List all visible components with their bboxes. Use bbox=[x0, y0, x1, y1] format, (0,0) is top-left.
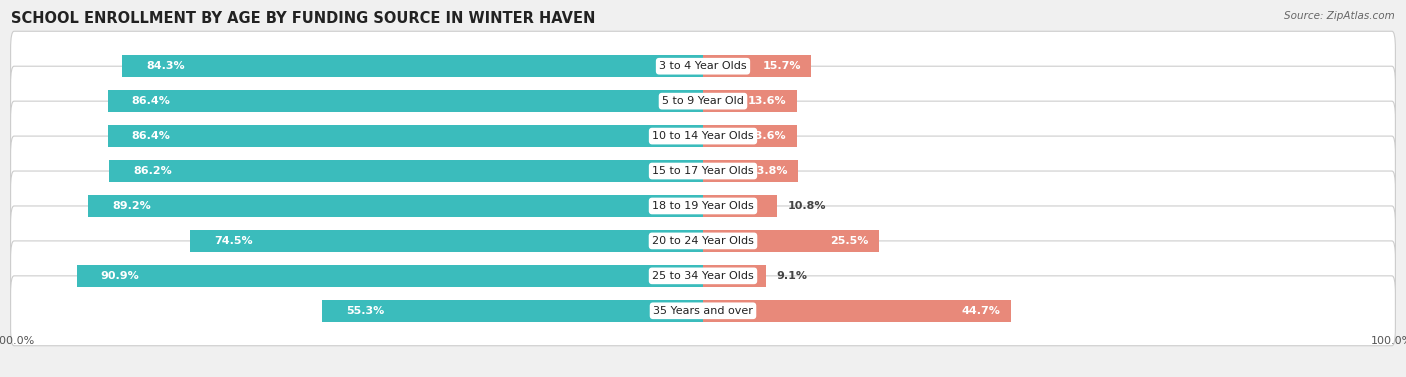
Bar bbox=[703, 90, 797, 112]
Bar bbox=[77, 265, 703, 287]
Bar bbox=[108, 125, 703, 147]
Text: 25 to 34 Year Olds: 25 to 34 Year Olds bbox=[652, 271, 754, 281]
Text: 89.2%: 89.2% bbox=[112, 201, 152, 211]
Text: 5 to 9 Year Old: 5 to 9 Year Old bbox=[662, 96, 744, 106]
Text: 55.3%: 55.3% bbox=[346, 306, 384, 316]
Bar bbox=[190, 230, 703, 252]
Text: 3 to 4 Year Olds: 3 to 4 Year Olds bbox=[659, 61, 747, 71]
Text: 86.4%: 86.4% bbox=[132, 131, 170, 141]
Bar bbox=[703, 160, 799, 182]
Bar bbox=[703, 300, 1011, 322]
FancyBboxPatch shape bbox=[11, 206, 1395, 276]
FancyBboxPatch shape bbox=[11, 66, 1395, 136]
Text: 13.6%: 13.6% bbox=[748, 131, 786, 141]
Bar bbox=[122, 55, 703, 77]
Text: 10 to 14 Year Olds: 10 to 14 Year Olds bbox=[652, 131, 754, 141]
Text: 18 to 19 Year Olds: 18 to 19 Year Olds bbox=[652, 201, 754, 211]
Text: SCHOOL ENROLLMENT BY AGE BY FUNDING SOURCE IN WINTER HAVEN: SCHOOL ENROLLMENT BY AGE BY FUNDING SOUR… bbox=[11, 11, 596, 26]
Bar bbox=[108, 90, 703, 112]
Text: 86.2%: 86.2% bbox=[134, 166, 172, 176]
FancyBboxPatch shape bbox=[11, 276, 1395, 346]
Text: 20 to 24 Year Olds: 20 to 24 Year Olds bbox=[652, 236, 754, 246]
Text: 90.9%: 90.9% bbox=[101, 271, 139, 281]
Text: 86.4%: 86.4% bbox=[132, 96, 170, 106]
Bar bbox=[89, 195, 703, 217]
Text: 15.7%: 15.7% bbox=[762, 61, 801, 71]
Text: 10.8%: 10.8% bbox=[787, 201, 827, 211]
Bar bbox=[110, 160, 703, 182]
FancyBboxPatch shape bbox=[11, 241, 1395, 311]
Text: 44.7%: 44.7% bbox=[962, 306, 1001, 316]
Text: 84.3%: 84.3% bbox=[146, 61, 186, 71]
Text: 9.1%: 9.1% bbox=[776, 271, 807, 281]
FancyBboxPatch shape bbox=[11, 31, 1395, 101]
FancyBboxPatch shape bbox=[11, 136, 1395, 206]
FancyBboxPatch shape bbox=[11, 101, 1395, 171]
Text: 15 to 17 Year Olds: 15 to 17 Year Olds bbox=[652, 166, 754, 176]
Bar bbox=[703, 230, 879, 252]
Text: Source: ZipAtlas.com: Source: ZipAtlas.com bbox=[1284, 11, 1395, 21]
FancyBboxPatch shape bbox=[11, 171, 1395, 241]
Text: 13.8%: 13.8% bbox=[749, 166, 787, 176]
Bar bbox=[703, 265, 766, 287]
Bar bbox=[703, 55, 811, 77]
Text: 35 Years and over: 35 Years and over bbox=[652, 306, 754, 316]
Bar bbox=[703, 195, 778, 217]
Bar bbox=[322, 300, 703, 322]
Bar bbox=[703, 125, 797, 147]
Text: 13.6%: 13.6% bbox=[748, 96, 786, 106]
Text: 25.5%: 25.5% bbox=[830, 236, 869, 246]
Text: 74.5%: 74.5% bbox=[214, 236, 253, 246]
